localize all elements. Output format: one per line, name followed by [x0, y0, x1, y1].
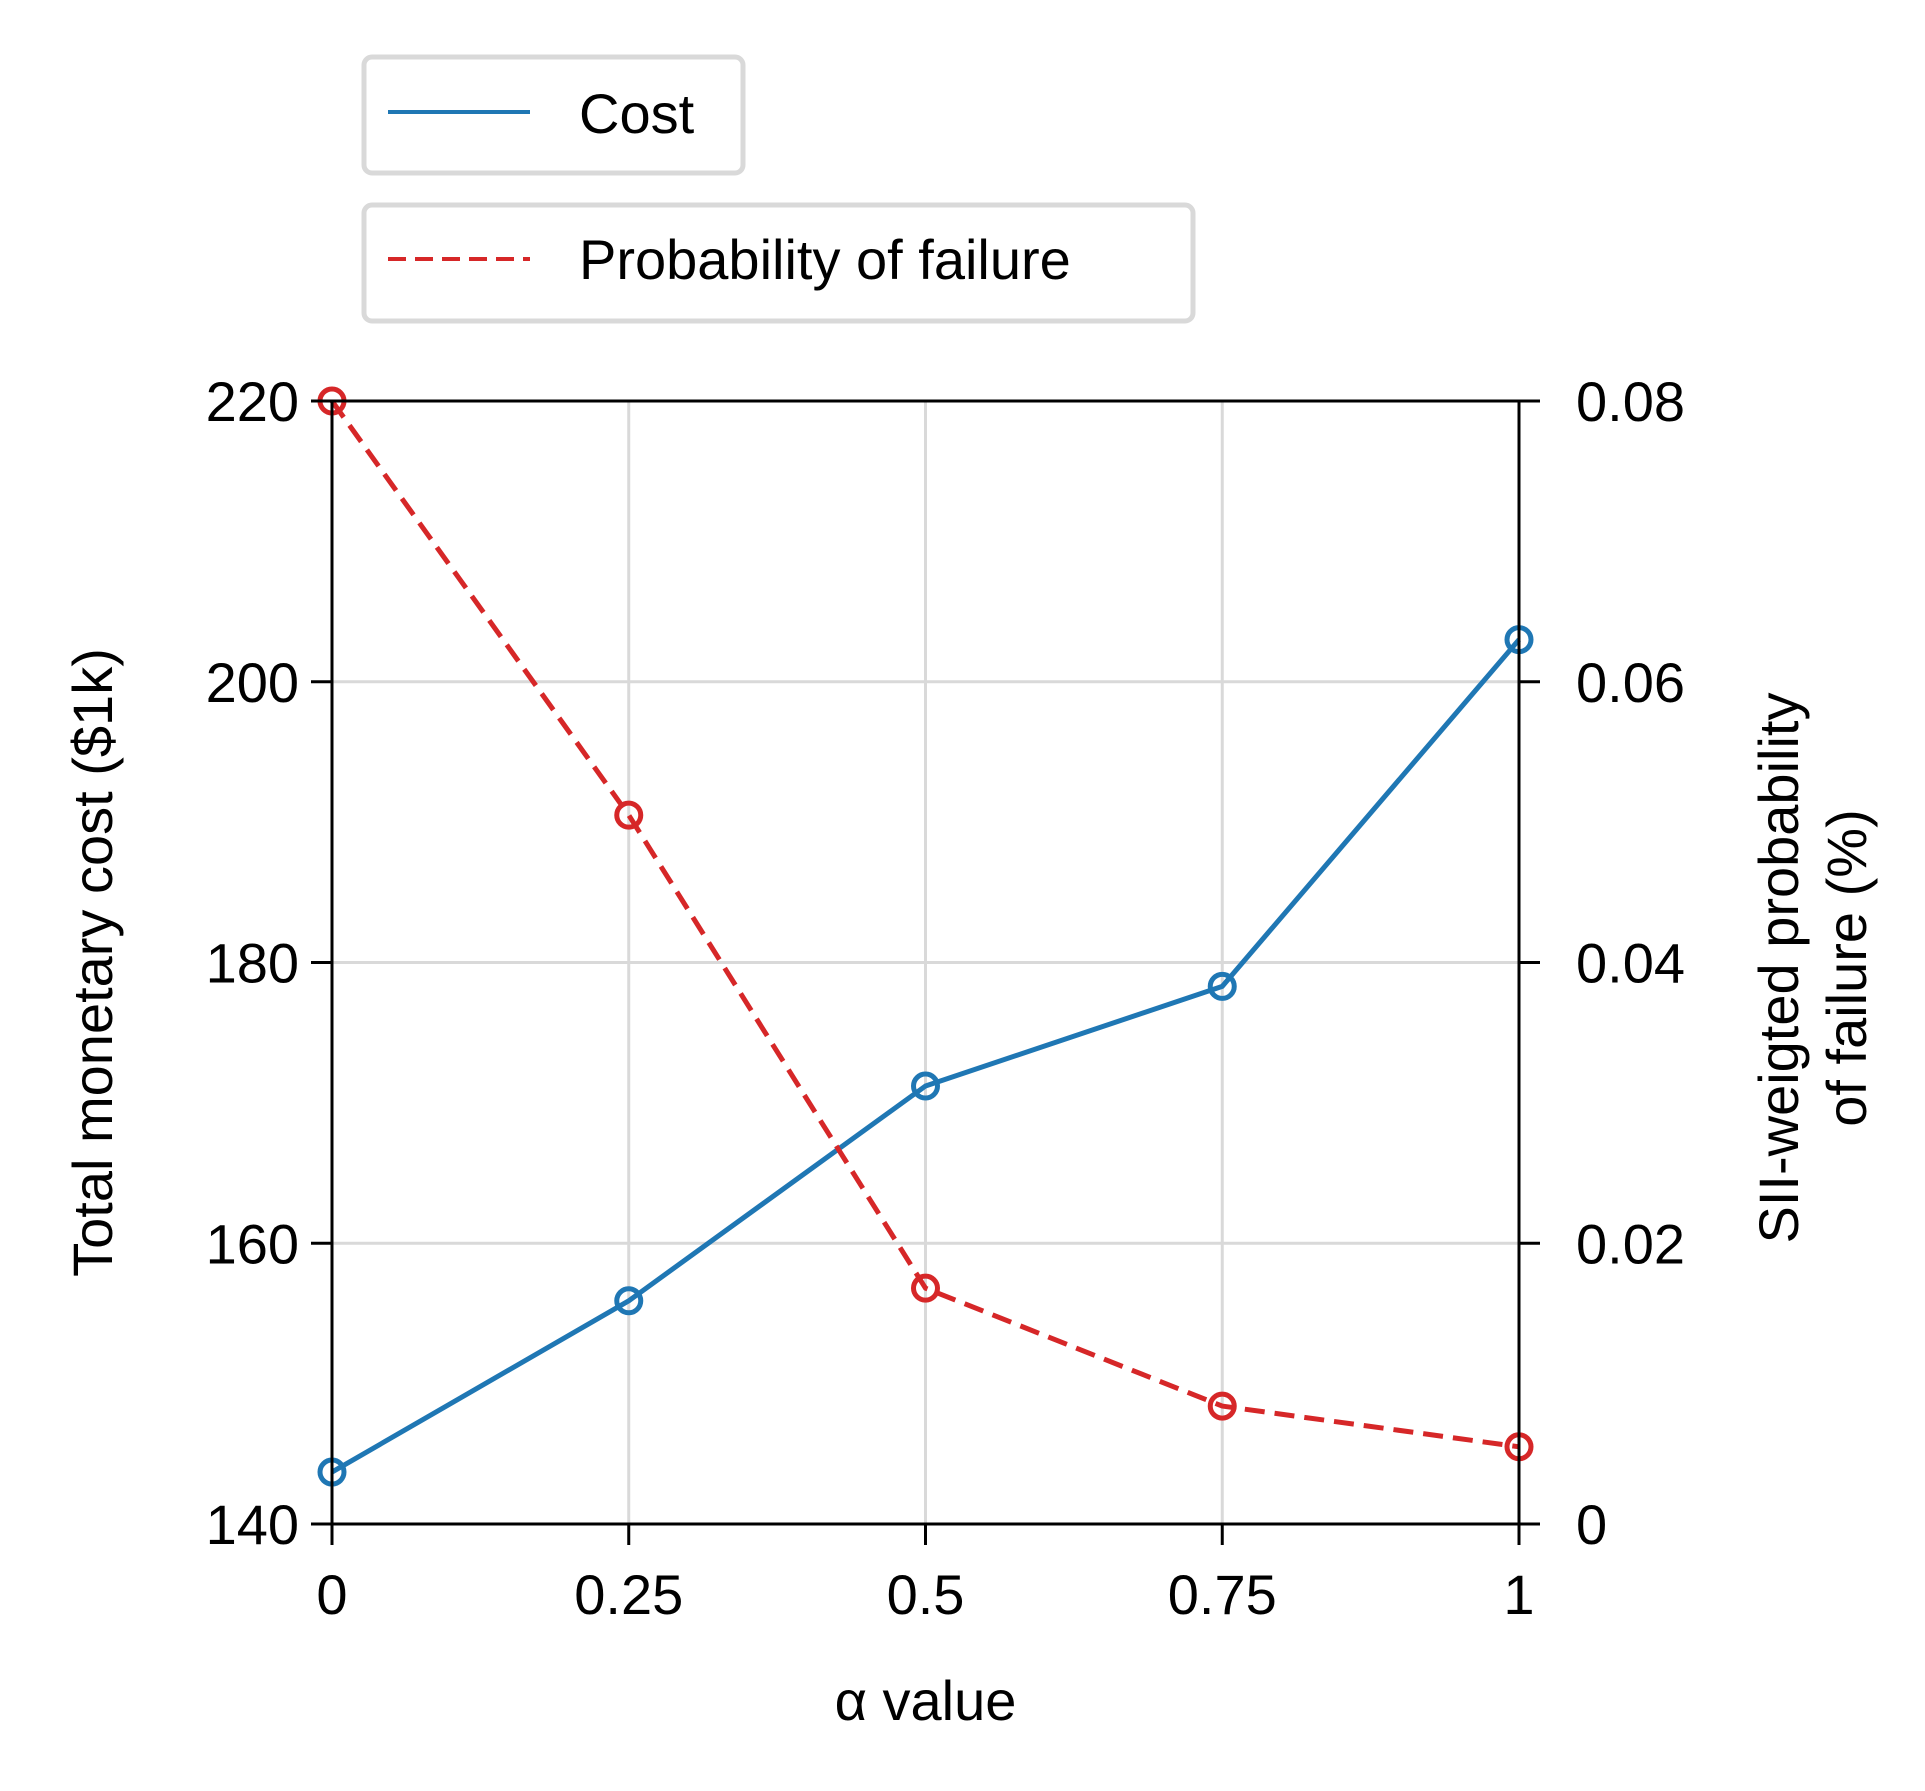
data-point-cost: [911, 1071, 940, 1101]
x-axis-label: α value: [835, 1669, 1017, 1732]
axes: 0 0.25 0.5 0.75 1 140 160 180 200 220 0 0.02 0.04 0.0…: [206, 370, 1685, 1626]
legend-label: Probability of failure: [579, 228, 1071, 291]
left-y-tick-label: 200: [206, 651, 299, 714]
series-line-probability-of-failure: [329, 399, 1520, 1450]
legend-entry-probability-of-failure: Probability of failure: [361, 202, 1196, 324]
grid-lines: [330, 399, 1521, 1526]
right-y-tick-label: 0: [1576, 1493, 1607, 1556]
right-y-axis-label-line-1: SII-weigted probability: [1747, 693, 1810, 1244]
legend-entry-cost: Cost: [361, 54, 746, 176]
left-y-tick-label: 140: [206, 1493, 299, 1556]
left-y-tick-label: 160: [206, 1212, 299, 1275]
data-point-cost: [1207, 971, 1237, 1001]
legend-box: [361, 202, 1196, 324]
right-y-tick-label: 0.04: [1576, 932, 1685, 995]
left-y-tick-label: 220: [206, 370, 299, 433]
left-y-tick-label: 180: [206, 932, 299, 995]
series-layer: [317, 386, 1534, 1487]
x-tick-label: 0.75: [1168, 1563, 1277, 1626]
right-y-tick-label: 0.06: [1576, 651, 1685, 714]
x-tick-label: 0: [316, 1563, 347, 1626]
right-y-tick-label: 0.02: [1576, 1212, 1685, 1275]
x-tick-label: 0.5: [887, 1563, 965, 1626]
legend-label: Cost: [579, 82, 695, 145]
legend-box: [361, 54, 746, 176]
data-point-probability-of-failure: [911, 1273, 940, 1303]
left-y-axis-label: Total monetary cost ($1k): [61, 648, 124, 1277]
x-tick-label: 0.25: [574, 1563, 683, 1626]
data-point-probability-of-failure: [614, 800, 644, 830]
right-y-tick-label: 0.08: [1576, 370, 1685, 433]
x-tick-label: 1: [1503, 1563, 1534, 1626]
right-y-axis-label-line-2: of failure (%): [1815, 809, 1878, 1126]
series-line-cost: [330, 638, 1521, 1475]
data-point-probability-of-failure: [1207, 1391, 1237, 1421]
data-point-cost: [614, 1286, 644, 1316]
